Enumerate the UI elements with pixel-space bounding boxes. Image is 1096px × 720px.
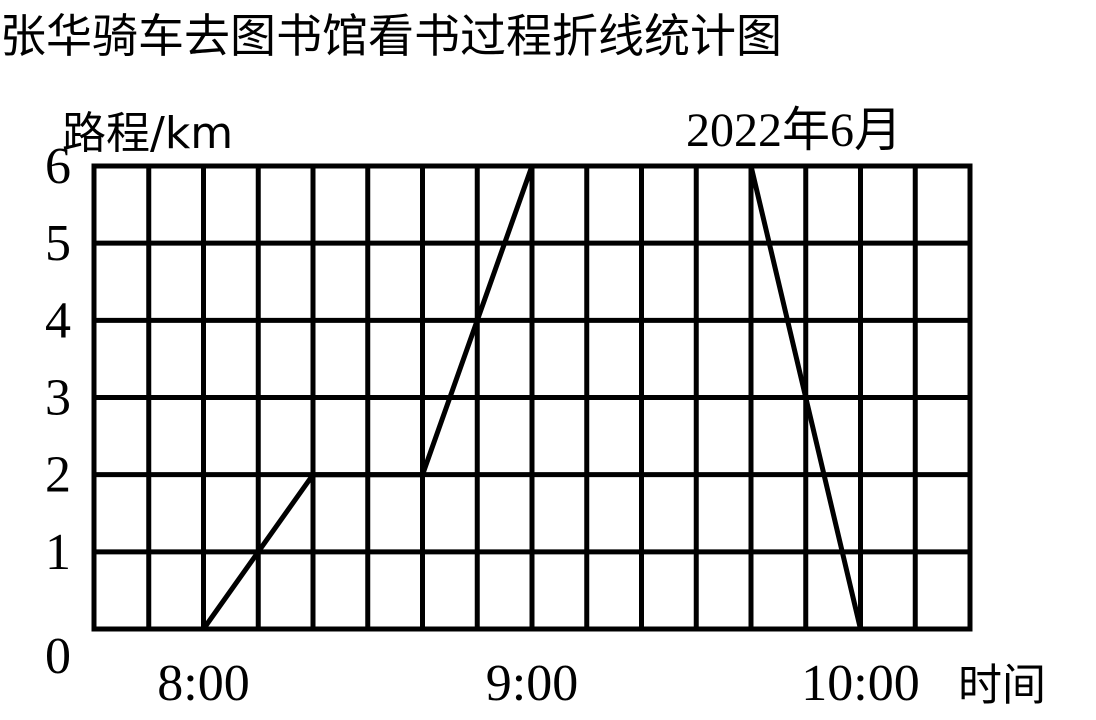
y-axis-label: 路程/km bbox=[62, 108, 233, 159]
y-axis-ticks: 0 1 2 3 4 5 6 bbox=[45, 138, 71, 685]
chart-title: 张华骑车去图书馆看书过程折线统计图 bbox=[0, 9, 782, 63]
x-axis-ticks: 8:00 9:00 10:00 bbox=[157, 655, 919, 712]
x-axis-label: 时间 bbox=[958, 660, 1046, 711]
y-tick-label: 2 bbox=[45, 447, 71, 504]
chart-subtitle: 2022年6月 bbox=[686, 104, 902, 157]
y-tick-label: 5 bbox=[45, 215, 71, 272]
data-point bbox=[748, 163, 754, 169]
data-point bbox=[858, 626, 863, 632]
y-tick-label: 4 bbox=[45, 292, 71, 349]
grid bbox=[91, 163, 973, 632]
y-tick-label: 0 bbox=[45, 628, 71, 685]
y-tick-label: 3 bbox=[45, 370, 71, 427]
x-tick-label: 9:00 bbox=[486, 655, 578, 712]
x-tick-label: 8:00 bbox=[157, 655, 249, 712]
x-tick-label: 10:00 bbox=[801, 655, 919, 712]
y-tick-label: 1 bbox=[45, 524, 71, 581]
data-point bbox=[529, 163, 535, 169]
data-point bbox=[310, 472, 316, 478]
data-point bbox=[201, 626, 206, 632]
series-line-0 bbox=[201, 163, 863, 631]
y-tick-label: 6 bbox=[45, 138, 71, 195]
data-point bbox=[420, 472, 425, 478]
series bbox=[201, 163, 863, 632]
